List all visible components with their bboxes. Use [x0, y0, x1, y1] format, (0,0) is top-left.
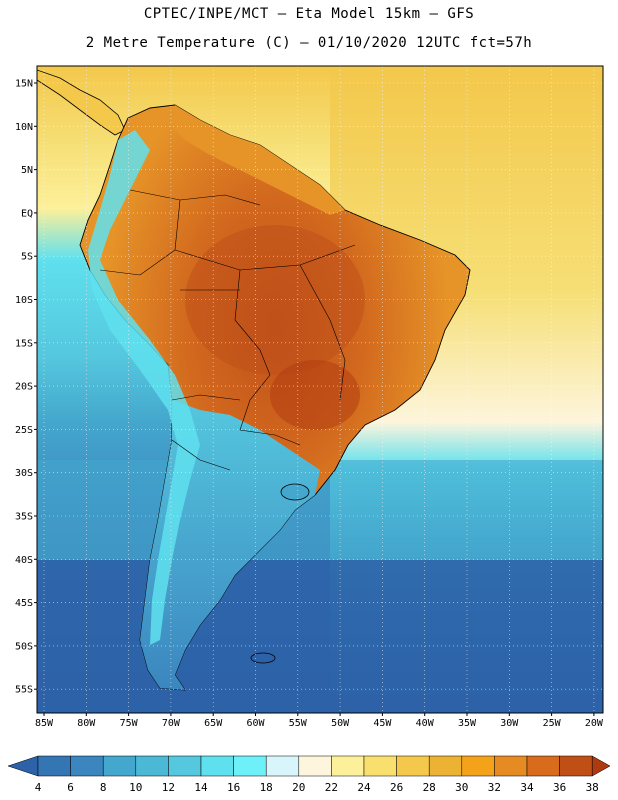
longitude-axis: 85W 80W 75W 70W 65W 60W 55W 50W 45W 40W 35W 30W 25W 2…: [35, 713, 604, 729]
lat-label: 15S: [15, 338, 33, 349]
colorbar-label: 36: [553, 781, 566, 794]
colorbar-label: 16: [227, 781, 240, 794]
colorbar-high-arrow: [591, 755, 611, 777]
colorbar-swatch: [200, 755, 234, 777]
title-line-2: 2 Metre Temperature (C) – 01/10/2020 12U…: [85, 35, 533, 51]
lat-label: 50S: [15, 641, 33, 652]
lat-label: 30S: [15, 468, 33, 479]
colorbar-swatch: [168, 755, 202, 777]
colorbar-label: 26: [390, 781, 403, 794]
lat-label: 25S: [15, 425, 33, 436]
colorbar-label: 12: [162, 781, 175, 794]
latitude-axis: 15N 10N 5N EQ 5S 10S 15S 20S 25S 30S 35S 40S 45S 50S 5…: [15, 79, 37, 696]
central-america: [37, 69, 126, 136]
colorbar-label: 32: [488, 781, 501, 794]
colorbar-label: 10: [129, 781, 142, 794]
lat-label: 20S: [15, 382, 33, 393]
colorbar-swatch: [396, 755, 430, 777]
colorbar-swatch: [526, 755, 560, 777]
colorbar: 4 6 8 10 12 14 16 18 20 22 24 26 28 30 32 34 36 38: [7, 755, 611, 794]
colorbar-label: 14: [194, 781, 208, 794]
colorbar-swatch: [461, 755, 495, 777]
lat-label: 10S: [15, 295, 33, 306]
lat-label: EQ: [21, 208, 33, 219]
heat-core-south: [270, 360, 360, 430]
lon-label: 70W: [162, 718, 181, 729]
lat-label: 35S: [15, 512, 33, 523]
lat-label: 45S: [15, 598, 33, 609]
lon-label: 35W: [458, 718, 477, 729]
colorbar-label: 28: [423, 781, 436, 794]
colorbar-label: 34: [520, 781, 534, 794]
title-line-1: CPTEC/INPE/MCT – Eta Model 15km – GFS: [143, 6, 475, 22]
colorbar-swatch: [559, 755, 593, 777]
lon-label: 40W: [416, 718, 435, 729]
lat-label: 5N: [21, 165, 33, 176]
colorbar-swatch: [102, 755, 137, 777]
colorbar-label: 38: [586, 781, 599, 794]
lon-label: 60W: [246, 718, 265, 729]
lon-label: 65W: [204, 718, 223, 729]
falkland-islands: [250, 652, 276, 664]
colorbar-label: 20: [292, 781, 305, 794]
colorbar-low-arrow: [7, 755, 39, 777]
lon-label: 25W: [543, 718, 562, 729]
lat-label: 5S: [21, 252, 33, 263]
colorbar-swatch: [135, 755, 169, 777]
lat-label: 15N: [15, 79, 33, 90]
rio-de-la-plata: [280, 483, 310, 501]
colorbar-label: 8: [100, 781, 107, 794]
lon-label: 50W: [331, 718, 350, 729]
colorbar-swatch: [331, 755, 365, 777]
colorbar-swatch: [233, 755, 267, 777]
heat-core: [185, 225, 365, 375]
colorbar-swatch: [298, 755, 332, 777]
colorbar-label: 22: [325, 781, 338, 794]
colorbar-label: 18: [260, 781, 273, 794]
lat-label: 40S: [15, 555, 33, 566]
colorbar-label: 30: [455, 781, 468, 794]
colorbar-label: 24: [357, 781, 371, 794]
colorbar-swatch: [428, 755, 463, 777]
lon-label: 45W: [373, 718, 392, 729]
andes-cool-strip: [88, 130, 200, 645]
colorbar-swatch: [265, 755, 300, 777]
southern-ocean-band: [37, 560, 603, 713]
country-borders: [99, 189, 356, 471]
lat-label: 55S: [15, 685, 33, 696]
colorbar-label: 6: [67, 781, 74, 794]
colorbar-swatch: [70, 755, 104, 777]
colorbar-swatch: [37, 755, 71, 777]
map-frame: [36, 65, 604, 714]
temperature-map: 15N 10N 5N EQ 5S 10S 15S 20S 25S 30S 35S 40S 45S 50S 5…: [15, 65, 604, 729]
lat-label: 10N: [15, 122, 33, 133]
lon-label: 55W: [289, 718, 308, 729]
lon-label: 85W: [35, 718, 54, 729]
colorbar-swatch: [363, 755, 397, 777]
lon-label: 75W: [120, 718, 139, 729]
lon-label: 20W: [585, 718, 604, 729]
colorbar-swatch: [494, 755, 528, 777]
lon-label: 30W: [500, 718, 519, 729]
northern-warm-coast: [170, 105, 345, 215]
lon-label: 80W: [77, 718, 96, 729]
colorbar-label: 4: [35, 781, 42, 794]
